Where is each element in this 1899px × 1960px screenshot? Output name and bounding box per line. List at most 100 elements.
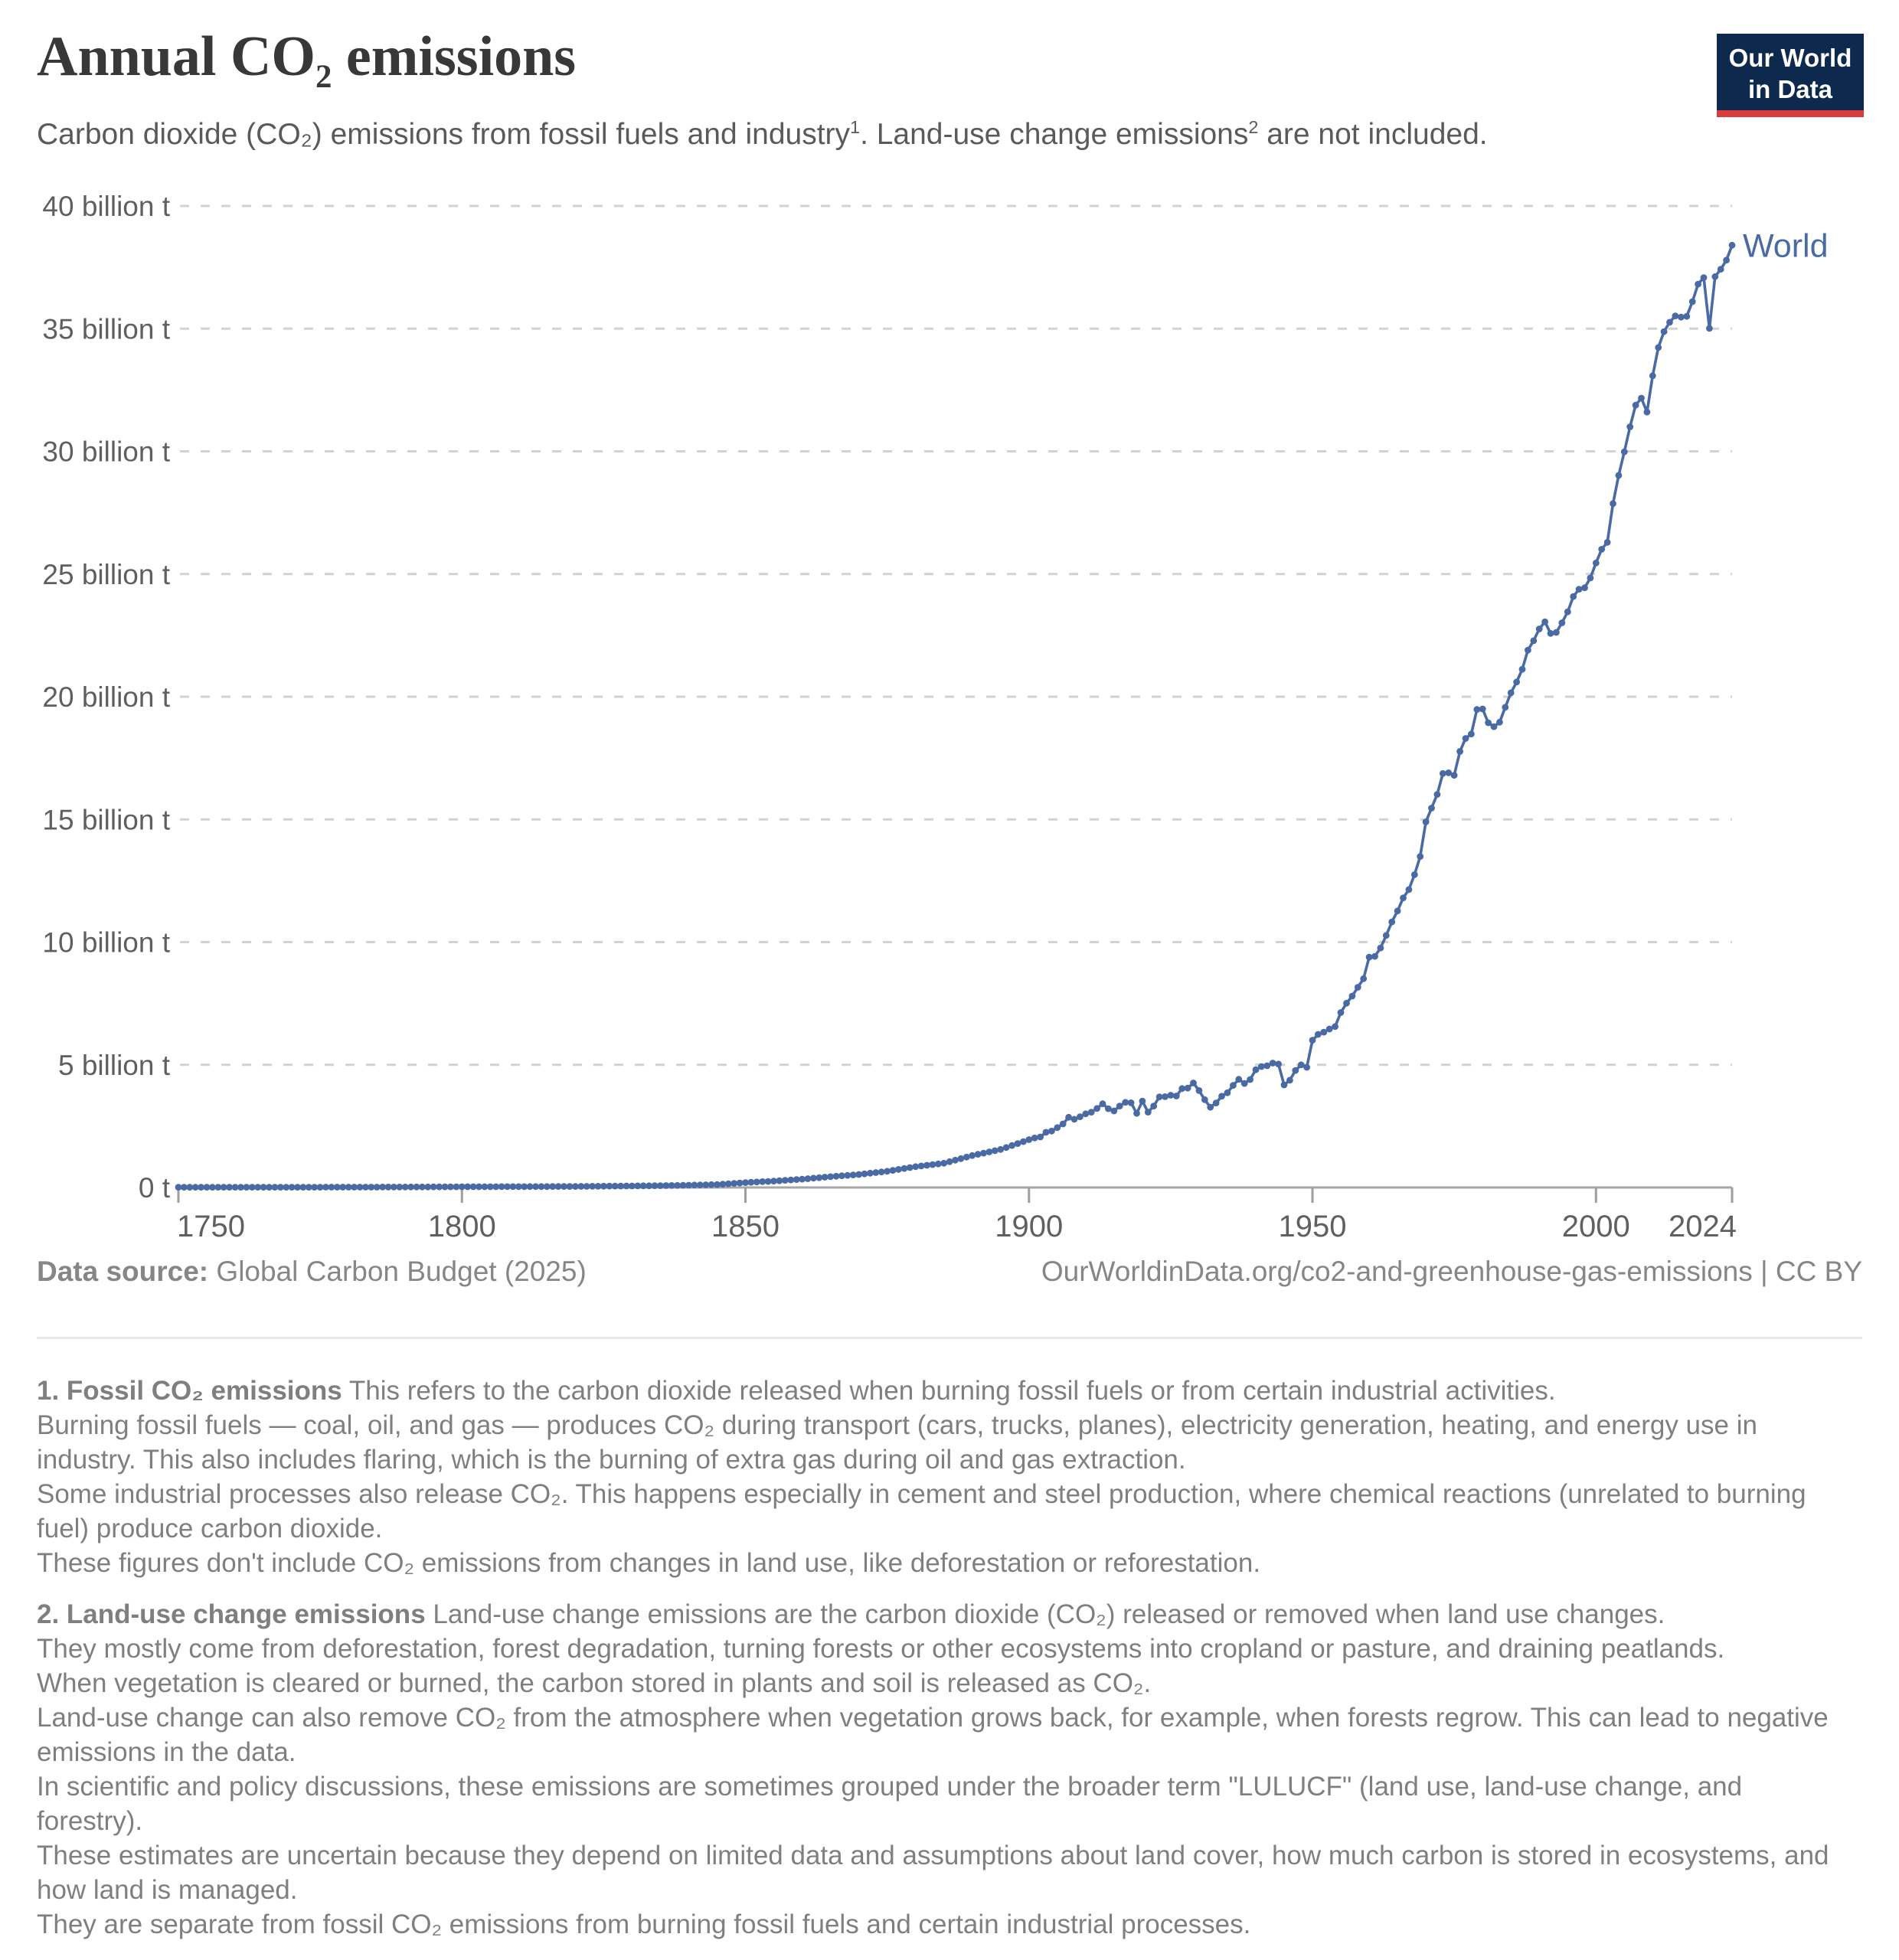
world-data-point[interactable] xyxy=(985,1148,993,1155)
world-data-point[interactable] xyxy=(1450,772,1458,779)
world-data-point[interactable] xyxy=(1037,1133,1044,1141)
world-data-point[interactable] xyxy=(1218,1093,1225,1100)
world-data-point[interactable] xyxy=(1695,280,1702,288)
world-data-point[interactable] xyxy=(1269,1060,1276,1067)
world-data-point[interactable] xyxy=(1133,1109,1140,1117)
world-data-point[interactable] xyxy=(1632,401,1639,409)
world-data-point[interactable] xyxy=(486,1183,494,1191)
world-data-point[interactable] xyxy=(1468,730,1475,738)
world-data-point[interactable] xyxy=(702,1181,710,1188)
world-data-point[interactable] xyxy=(974,1151,982,1158)
world-data-point[interactable] xyxy=(963,1153,970,1161)
world-data-point[interactable] xyxy=(1535,626,1543,632)
world-data-point[interactable] xyxy=(912,1163,920,1171)
world-data-point[interactable] xyxy=(237,1184,244,1191)
world-data-point[interactable] xyxy=(209,1184,216,1191)
world-data-point[interactable] xyxy=(1553,629,1560,636)
world-data-point[interactable] xyxy=(368,1184,375,1191)
world-data-point[interactable] xyxy=(1082,1110,1090,1118)
world-data-point[interactable] xyxy=(1087,1109,1095,1116)
world-data-point[interactable] xyxy=(254,1184,262,1191)
world-data-point[interactable] xyxy=(832,1172,840,1180)
world-data-point[interactable] xyxy=(827,1173,834,1181)
world-data-point[interactable] xyxy=(175,1184,182,1191)
world-data-point[interactable] xyxy=(1371,952,1378,960)
world-data-point[interactable] xyxy=(1325,1025,1333,1033)
world-data-point[interactable] xyxy=(679,1181,687,1189)
world-data-point[interactable] xyxy=(1626,423,1634,430)
world-data-point[interactable] xyxy=(674,1181,681,1189)
world-data-point[interactable] xyxy=(1190,1080,1197,1086)
world-data-point[interactable] xyxy=(1649,372,1656,380)
world-data-point[interactable] xyxy=(696,1181,704,1189)
world-data-point[interactable] xyxy=(940,1159,948,1167)
world-data-point[interactable] xyxy=(373,1184,381,1191)
world-data-point[interactable] xyxy=(572,1183,579,1190)
world-data-point[interactable] xyxy=(441,1183,449,1191)
world-data-point[interactable] xyxy=(1564,608,1571,616)
world-data-point[interactable] xyxy=(407,1183,414,1191)
world-data-point[interactable] xyxy=(509,1183,517,1191)
world-data-point[interactable] xyxy=(1502,704,1509,711)
world-data-point[interactable] xyxy=(1263,1062,1271,1070)
world-data-point[interactable] xyxy=(430,1183,437,1191)
world-data-point[interactable] xyxy=(231,1184,239,1191)
world-data-point[interactable] xyxy=(815,1174,823,1181)
world-data-point[interactable] xyxy=(714,1181,721,1188)
world-data-point[interactable] xyxy=(1655,344,1662,351)
world-data-point[interactable] xyxy=(929,1161,936,1168)
world-data-point[interactable] xyxy=(1456,748,1463,755)
world-data-point[interactable] xyxy=(1054,1124,1061,1132)
world-data-point[interactable] xyxy=(1127,1099,1135,1106)
world-data-point[interactable] xyxy=(1105,1105,1112,1112)
world-data-point[interactable] xyxy=(1666,318,1673,326)
world-data-point[interactable] xyxy=(708,1181,715,1188)
world-data-point[interactable] xyxy=(793,1176,800,1183)
owid-citation-link[interactable]: OurWorldinData.org/co2-and-greenhouse-ga… xyxy=(1041,1256,1862,1287)
world-data-point[interactable] xyxy=(895,1166,902,1173)
world-data-point[interactable] xyxy=(691,1181,698,1189)
world-data-point[interactable] xyxy=(481,1183,489,1191)
world-data-point[interactable] xyxy=(214,1184,222,1191)
world-data-point[interactable] xyxy=(844,1171,851,1179)
world-data-point[interactable] xyxy=(810,1174,817,1182)
world-data-point[interactable] xyxy=(867,1169,874,1177)
world-data-point[interactable] xyxy=(532,1183,539,1191)
world-data-point[interactable] xyxy=(476,1183,482,1191)
world-data-point[interactable] xyxy=(1059,1120,1067,1128)
world-data-point[interactable] xyxy=(1570,593,1577,600)
world-data-point[interactable] xyxy=(1139,1097,1146,1105)
world-data-point[interactable] xyxy=(543,1183,551,1191)
world-data-point[interactable] xyxy=(1343,999,1350,1007)
world-data-point[interactable] xyxy=(356,1184,364,1191)
world-data-point[interactable] xyxy=(1150,1102,1158,1109)
world-data-point[interactable] xyxy=(577,1183,585,1190)
world-data-point[interactable] xyxy=(980,1149,987,1157)
world-data-point[interactable] xyxy=(1706,325,1713,332)
world-data-point[interactable] xyxy=(515,1183,522,1191)
world-data-point[interactable] xyxy=(1575,586,1583,593)
world-data-point[interactable] xyxy=(991,1147,999,1155)
world-data-point[interactable] xyxy=(1723,256,1731,264)
world-data-point[interactable] xyxy=(316,1184,324,1191)
world-data-point[interactable] xyxy=(1581,584,1588,592)
world-data-point[interactable] xyxy=(283,1184,290,1191)
world-data-point[interactable] xyxy=(1388,918,1396,926)
world-data-point[interactable] xyxy=(1490,723,1498,730)
world-data-point[interactable] xyxy=(1394,907,1401,915)
world-data-point[interactable] xyxy=(606,1182,613,1190)
world-data-point[interactable] xyxy=(1247,1076,1253,1083)
world-data-point[interactable] xyxy=(611,1182,619,1190)
world-data-point[interactable] xyxy=(1688,298,1696,305)
world-data-point[interactable] xyxy=(1252,1066,1260,1073)
world-data-point[interactable] xyxy=(391,1184,397,1191)
world-data-point[interactable] xyxy=(1031,1134,1038,1142)
world-data-point[interactable] xyxy=(1240,1080,1248,1087)
world-data-point[interactable] xyxy=(1717,266,1724,273)
world-data-point[interactable] xyxy=(1207,1103,1214,1111)
world-data-point[interactable] xyxy=(1462,735,1469,742)
world-data-point[interactable] xyxy=(804,1175,812,1182)
world-data-point[interactable] xyxy=(469,1183,477,1191)
world-data-point[interactable] xyxy=(1530,637,1538,645)
world-data-point[interactable] xyxy=(1405,886,1413,893)
